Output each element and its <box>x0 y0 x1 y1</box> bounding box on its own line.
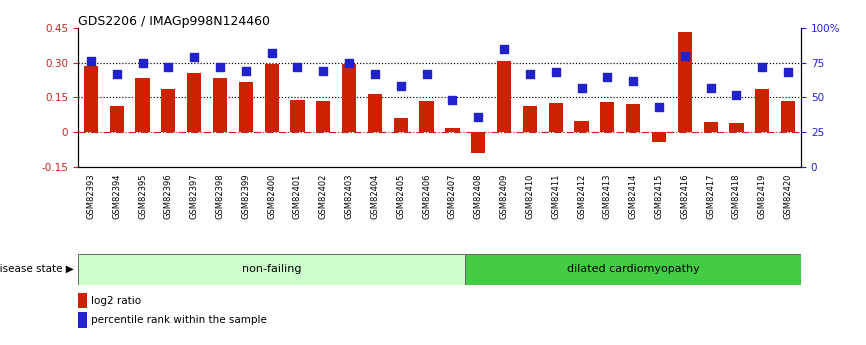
Text: log2 ratio: log2 ratio <box>91 296 141 306</box>
Point <box>342 60 356 65</box>
Bar <box>342 64 356 132</box>
Point <box>549 70 563 75</box>
Point <box>704 85 718 90</box>
Bar <box>264 64 279 132</box>
Point <box>652 105 666 110</box>
Bar <box>523 106 537 132</box>
Bar <box>703 122 718 132</box>
Point <box>523 71 537 77</box>
Bar <box>394 118 408 132</box>
Bar <box>781 101 795 132</box>
Bar <box>445 128 460 132</box>
Bar <box>78 254 465 285</box>
Bar <box>574 121 589 132</box>
Point <box>239 68 253 74</box>
Point <box>755 64 769 69</box>
Bar <box>213 78 227 132</box>
Bar <box>419 101 434 132</box>
Bar <box>78 293 87 308</box>
Bar <box>110 106 124 132</box>
Point <box>445 98 459 103</box>
Text: percentile rank within the sample: percentile rank within the sample <box>91 315 267 325</box>
Bar <box>368 94 382 132</box>
Point <box>678 53 692 58</box>
Text: non-failing: non-failing <box>242 264 301 274</box>
Bar <box>187 73 201 132</box>
Bar <box>471 132 485 153</box>
Bar <box>290 100 305 132</box>
Point <box>575 85 589 90</box>
Point <box>420 71 434 77</box>
Bar <box>84 66 98 132</box>
Point <box>84 58 98 64</box>
Bar <box>548 103 563 132</box>
Point <box>729 92 743 97</box>
Bar <box>600 102 615 132</box>
Point <box>213 64 227 69</box>
Point <box>781 70 795 75</box>
Bar <box>239 82 253 132</box>
Bar <box>135 78 150 132</box>
Point <box>600 74 614 79</box>
Point <box>626 78 640 83</box>
Bar <box>652 132 666 142</box>
Bar <box>316 101 331 132</box>
Bar <box>78 312 87 328</box>
Point <box>136 60 150 65</box>
Bar <box>497 61 511 132</box>
Point <box>290 64 304 69</box>
Point <box>471 114 485 120</box>
Bar <box>161 89 176 132</box>
Point <box>110 71 124 77</box>
Point <box>187 54 201 60</box>
Bar <box>729 123 744 132</box>
Point <box>497 46 511 51</box>
Text: disease state ▶: disease state ▶ <box>0 264 74 274</box>
Point <box>265 50 279 56</box>
Bar <box>626 105 640 132</box>
Bar <box>678 32 692 132</box>
Point <box>394 83 408 89</box>
Point <box>368 71 382 77</box>
Bar <box>755 89 769 132</box>
Text: dilated cardiomyopathy: dilated cardiomyopathy <box>567 264 700 274</box>
Bar <box>465 254 801 285</box>
Point <box>316 68 330 74</box>
Point <box>161 64 175 69</box>
Text: GDS2206 / IMAGp998N124460: GDS2206 / IMAGp998N124460 <box>78 14 270 28</box>
